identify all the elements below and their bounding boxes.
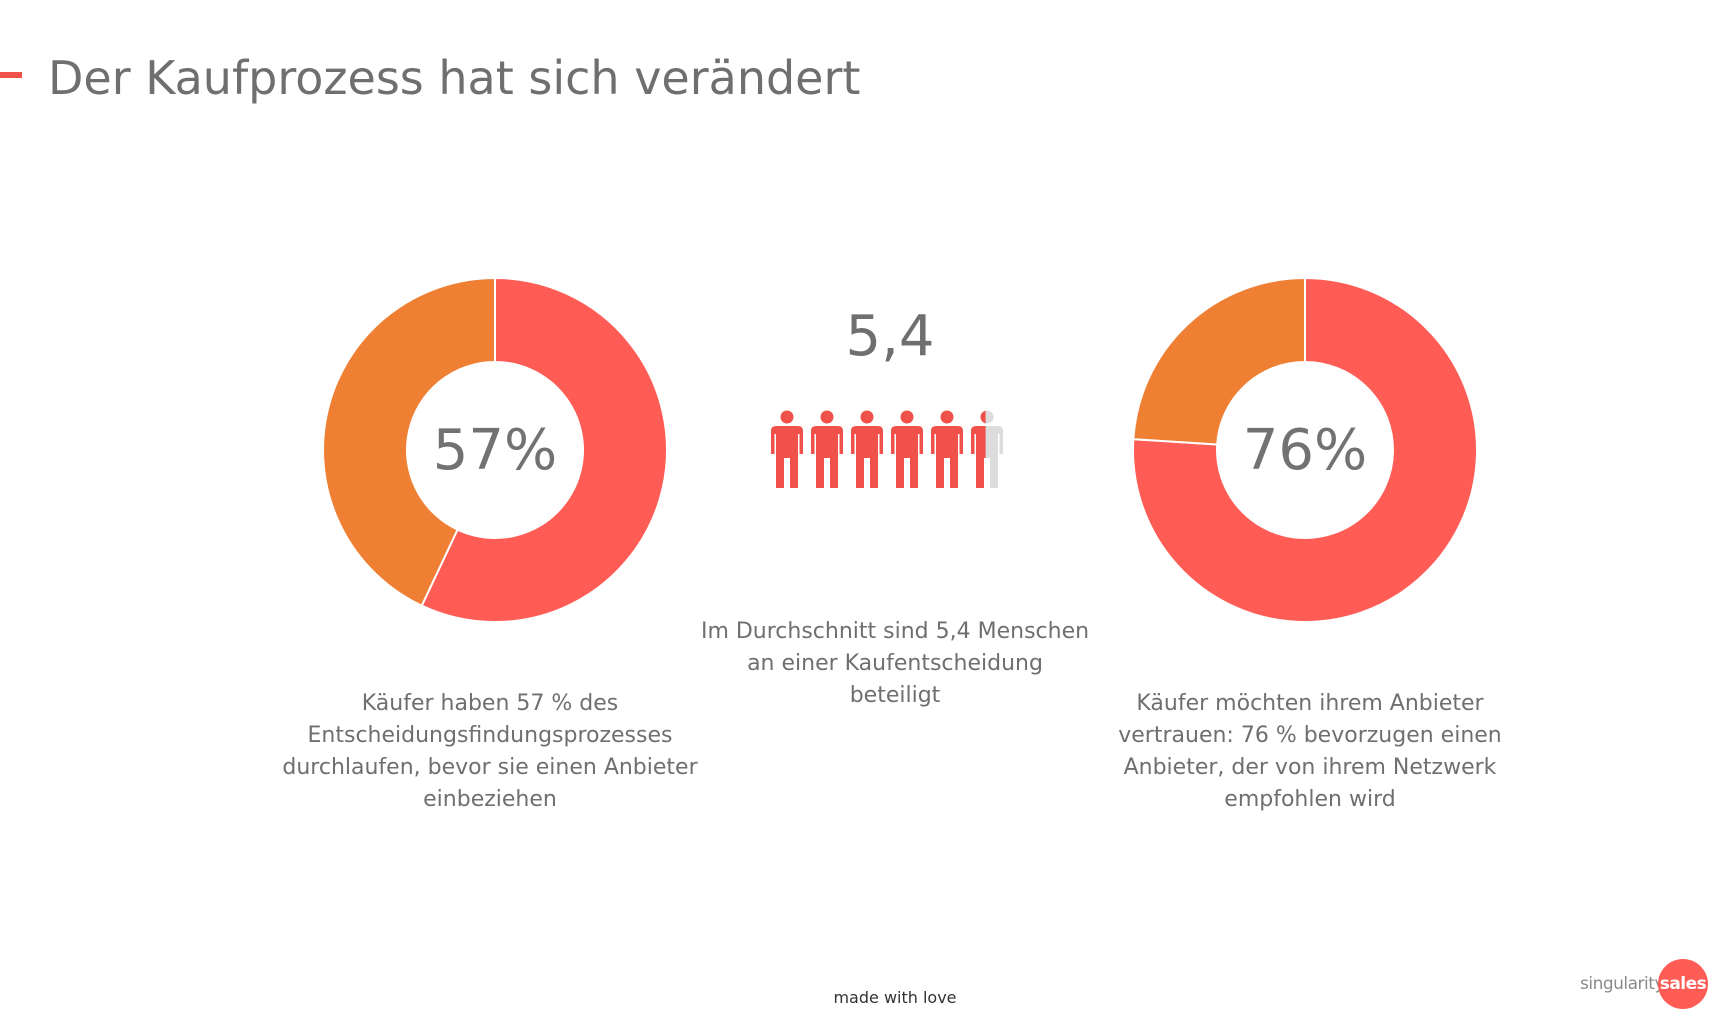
person-icon-5 [931, 410, 963, 488]
donut-57-slice-1 [322, 276, 496, 607]
logo-text-badge: sales [1659, 974, 1707, 994]
person-icon-2 [811, 410, 843, 488]
brand-logo: singularity sales [1580, 956, 1708, 1012]
people-pictogram [771, 410, 1003, 488]
donut-chart-57: 57% [315, 270, 675, 630]
donut-57-slice-0 [420, 276, 669, 623]
right-description: Käufer möchten ihrem Anbieter vertrauen:… [1118, 691, 1502, 812]
donut-chart-76: 76% [1125, 270, 1485, 630]
title-accent-bar [0, 72, 22, 78]
footer-text: made with love [833, 988, 957, 1007]
donut-76-slice-0 [1132, 276, 1478, 623]
person-icon-1 [771, 410, 803, 488]
person-icon-4 [891, 410, 923, 488]
page-title: Der Kaufprozess hat sich verändert [48, 51, 861, 105]
donut-76-slice-1 [1132, 276, 1306, 446]
person-icon-3 [851, 410, 883, 488]
person-icon-6 [971, 410, 1003, 488]
donut-chart-57-svg [322, 276, 669, 623]
people-average-number: 5,4 [845, 304, 935, 369]
middle-description: Im Durchschnitt sind 5,4 Menschen an ein… [700, 619, 1090, 708]
donut-chart-76-svg [1132, 276, 1478, 623]
logo-badge: sales [1658, 959, 1708, 1009]
left-description: Käufer haben 57 % des Entscheidungsfindu… [282, 691, 698, 812]
logo-text-main: singularity [1580, 974, 1665, 994]
